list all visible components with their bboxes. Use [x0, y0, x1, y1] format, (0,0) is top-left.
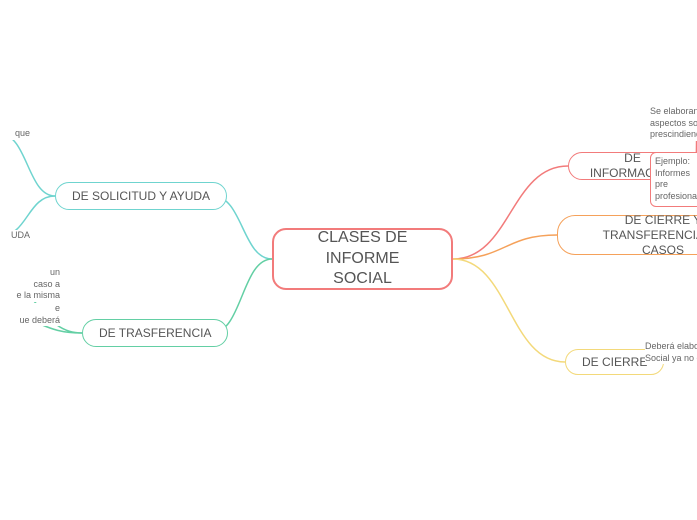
leaf-info-a: Se elaboran aspectos sol prescindiend: [650, 106, 697, 141]
leaf-trans-a: un caso a e la misma: [0, 267, 60, 302]
central-node[interactable]: CLASES DE INFORME SOCIAL: [272, 228, 453, 290]
leaf-sol-a: que: [0, 128, 30, 140]
branch-cierre-y-transferencia[interactable]: DE CIERRE Y TRANSFERENCIA DE CASOS: [557, 215, 697, 255]
leaf-sol-b: UDA: [0, 230, 30, 242]
leaf-trans-b: e ue deberá: [0, 303, 60, 326]
mindmap-canvas: CLASES DE INFORME SOCIAL DE INFORMACIÓN …: [0, 0, 697, 520]
branch-transferencia[interactable]: DE TRASFERENCIA: [82, 319, 228, 347]
leaf-info-b: Ejemplo: Informes pre profesionale: [650, 152, 697, 207]
branch-solicitud-y-ayuda[interactable]: DE SOLICITUD Y AYUDA: [55, 182, 227, 210]
leaf-cierre-a: Deberá elaborarse cu Social ya no contin…: [645, 341, 697, 364]
